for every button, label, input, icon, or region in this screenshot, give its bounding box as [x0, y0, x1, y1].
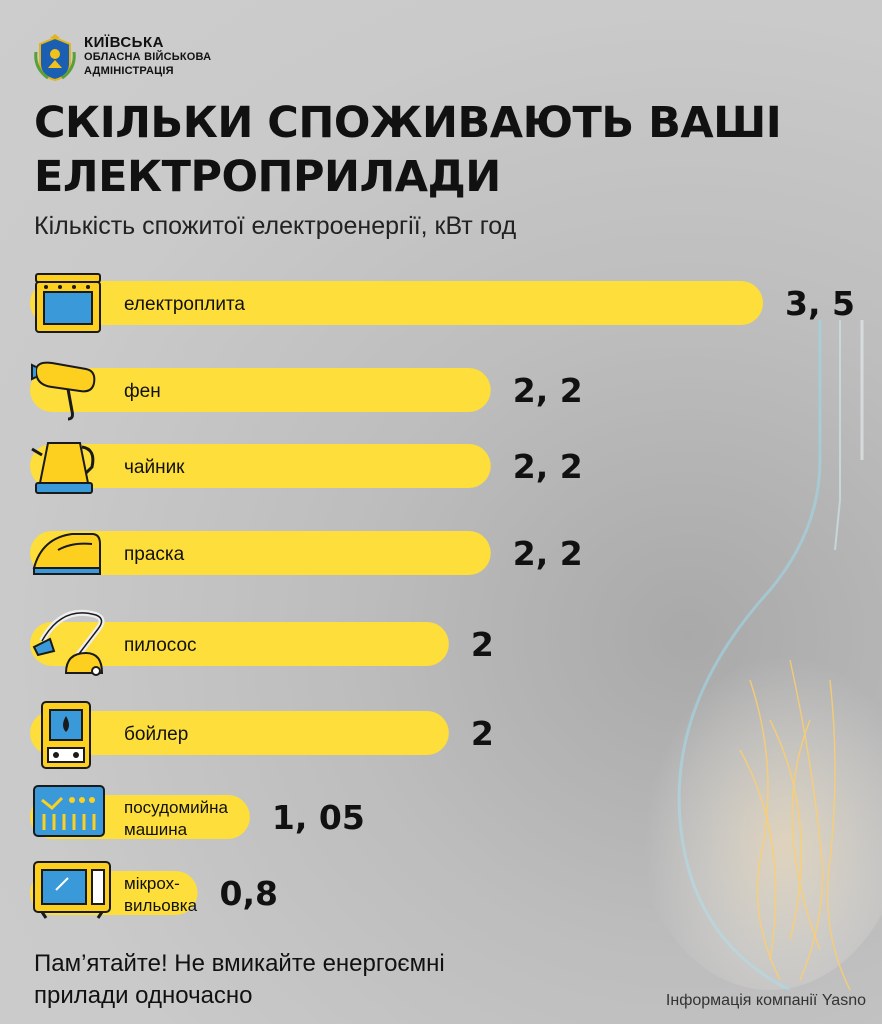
bar-row: пилосос 2	[30, 609, 494, 676]
kettle-icon	[31, 442, 95, 494]
bar-label: бойлер	[124, 724, 188, 745]
bar-label: праска	[124, 544, 185, 565]
bar	[30, 711, 449, 755]
bar-label: пилосос	[124, 635, 197, 656]
microwave-icon	[33, 861, 111, 919]
bar-row: чайник 2, 2	[30, 442, 583, 494]
vacuum-icon	[32, 609, 105, 676]
bar-label: машина	[124, 820, 188, 839]
bar	[30, 444, 491, 488]
value-label: 0,8	[220, 874, 278, 913]
bar	[30, 531, 491, 575]
bar-row: мікрох-вильовка 0,8	[30, 861, 278, 919]
bar-row: посудомийна машина 1, 05	[30, 785, 365, 839]
iron-icon	[32, 533, 101, 575]
page-title-line-2: ЕЛЕКТРОПРИЛАДИ	[34, 152, 501, 202]
org-subtitle-line-1: ОБЛАСНА ВІЙСЬКОВА	[84, 51, 212, 63]
bar-row: фен 2, 2	[30, 361, 583, 421]
warning-note: Пам’ятайте! Не вмикайте енергоємні прила…	[34, 948, 594, 1012]
bar	[30, 281, 763, 325]
source-credit: Інформація компанії Yasno	[665, 992, 866, 1009]
warning-note-line-1: Пам’ятайте! Не вмикайте енергоємні	[34, 950, 445, 977]
org-subtitle-line-2: АДМІНІСТРАЦІЯ	[84, 65, 174, 77]
bar-label: електроплита	[124, 294, 245, 315]
value-label: 3, 5	[785, 284, 855, 323]
stove-icon	[35, 273, 101, 333]
bar-label: посудомийна	[124, 798, 229, 817]
org-name-block: КИЇВСЬКА ОБЛАСНА ВІЙСЬКОВА АДМІНІСТРАЦІЯ	[84, 34, 212, 78]
bar-row: електроплита 3, 5	[30, 273, 855, 333]
bar	[30, 368, 491, 412]
bar-label: мікрох-	[124, 874, 180, 893]
chart-subtitle: Кількість спожитої електроенергії, кВт г…	[34, 212, 517, 240]
oblast-coat-of-arms-logo	[34, 34, 76, 82]
boiler-icon	[41, 701, 91, 769]
value-label: 2	[471, 714, 494, 753]
bar-row: праска 2, 2	[30, 531, 583, 575]
value-label: 2	[471, 625, 494, 664]
hair-dryer-icon	[31, 361, 96, 421]
consumption-bar-chart: електроплита 3, 5 фен 2, 2 чайник 2, 2 праска 2…	[30, 273, 855, 919]
value-label: 2, 2	[513, 447, 583, 486]
org-name: КИЇВСЬКА	[84, 34, 164, 51]
value-label: 2, 2	[513, 534, 583, 573]
warning-note-line-2: прилади одночасно	[34, 982, 253, 1009]
bar-label: чайник	[124, 457, 185, 478]
bar	[30, 622, 449, 666]
value-label: 1, 05	[272, 798, 365, 837]
page-title: СКІЛЬКИ СПОЖИВАЮТЬ ВАШІ ЕЛЕКТРОПРИЛАДИ	[34, 96, 854, 204]
dishwasher-icon	[33, 785, 105, 837]
light-bulb-illustration	[630, 320, 882, 992]
bar-label: фен	[124, 381, 161, 402]
page-title-line-1: СКІЛЬКИ СПОЖИВАЮТЬ ВАШІ	[34, 98, 782, 148]
value-label: 2, 2	[513, 371, 583, 410]
bar-row: бойлер 2	[30, 701, 494, 769]
bar-label: вильовка	[124, 896, 198, 915]
